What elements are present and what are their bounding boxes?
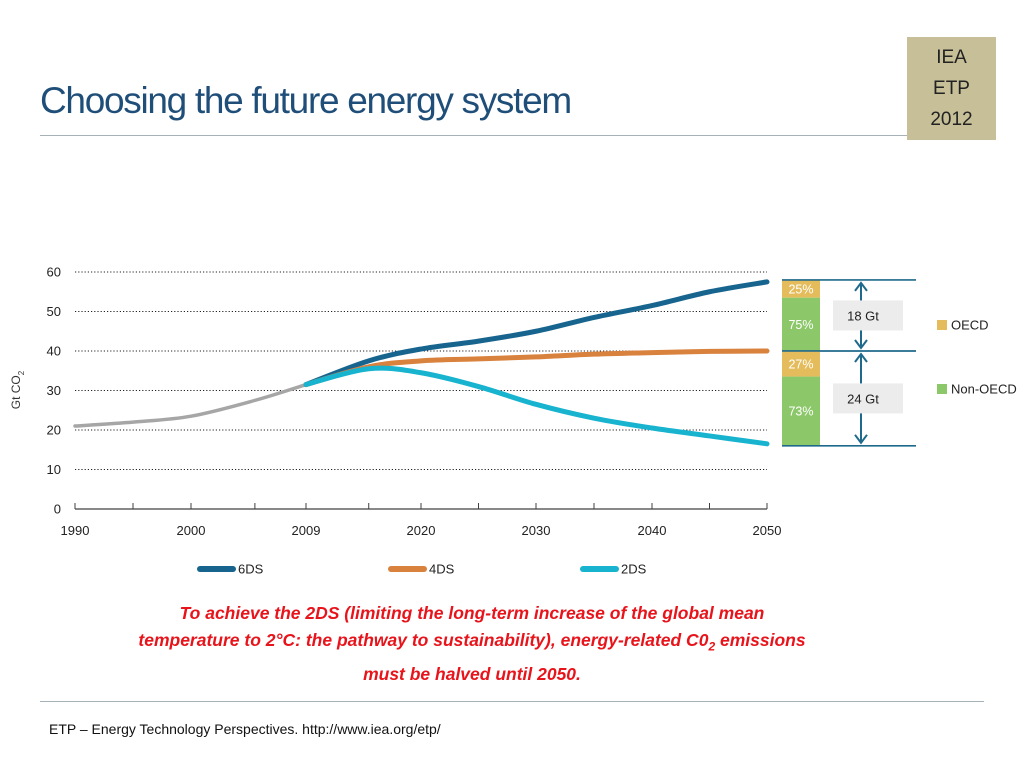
range-arrow-up-1 [854, 281, 868, 292]
y-tick-label-0: 0 [54, 502, 61, 517]
iea-etp-badge: IEA ETP 2012 [907, 37, 996, 140]
caption-line-2b: emissions [715, 630, 806, 650]
title-divider [40, 135, 908, 136]
oecd-share-bar-2 [782, 351, 820, 377]
range-arrow-down-2 [854, 434, 868, 445]
y-axis-label-main: Gt CO [9, 375, 23, 409]
footer-divider [40, 701, 984, 702]
legend-label-oecd: OECD [951, 318, 989, 333]
caption-line-1: To achieve the 2DS (limiting the long-te… [179, 603, 765, 623]
y-tick-label-40: 40 [47, 344, 61, 359]
series-line-2ds [303, 365, 770, 447]
caption-line-3: must be halved until 2050. [363, 663, 581, 684]
oecd-share-bar-1 [782, 279, 820, 298]
footer-source: ETP – Energy Technology Perspectives. ht… [49, 721, 441, 737]
gap-label-box-2 [833, 383, 903, 414]
y-tick-label-30: 30 [47, 383, 61, 398]
y-tick-label-10: 10 [47, 462, 61, 477]
legend-label-6ds: 6DS [238, 562, 264, 577]
x-tick-label-2030: 2030 [522, 523, 551, 538]
gap-label-1: 18 Gt [847, 308, 879, 323]
badge-line-report: ETP [933, 78, 970, 99]
series-line-historical [73, 382, 308, 428]
x-tick-label-2009: 2009 [292, 523, 321, 538]
oecd-share-label-2: 27% [788, 357, 813, 371]
legend-label-2ds: 2DS [621, 562, 647, 577]
series-line-4ds [303, 348, 770, 388]
legend-label-non-oecd: Non-OECD [951, 382, 1017, 397]
range-arrow-up-2 [854, 352, 868, 363]
slide-title: Choosing the future energy system [40, 80, 572, 121]
y-tick-label-60: 60 [47, 265, 61, 280]
range-arrow-down-1 [854, 339, 868, 350]
non-oecd-share-bar-1 [782, 297, 820, 351]
y-tick-label-20: 20 [47, 423, 61, 438]
non-oecd-share-bar-2 [782, 376, 820, 446]
legend-label-4ds: 4DS [429, 562, 455, 577]
gap-label-box-1 [833, 300, 903, 331]
caption-line-2a: temperature to 2°C: the pathway to susta… [138, 630, 709, 650]
badge-line-org: IEA [936, 47, 967, 68]
x-tick-label-2050: 2050 [753, 523, 782, 538]
x-tick-label-2020: 2020 [407, 523, 436, 538]
badge-line-year: 2012 [930, 109, 973, 130]
non-oecd-share-label-1: 75% [788, 318, 813, 332]
conclusion-caption: To achieve the 2DS (limiting the long-te… [72, 600, 872, 688]
gap-label-2: 24 Gt [847, 391, 879, 406]
x-tick-label-2040: 2040 [638, 523, 667, 538]
legend-swatch-oecd [937, 320, 947, 330]
caption-subscript: 2 [708, 639, 716, 654]
y-tick-label-50: 50 [47, 304, 61, 319]
y-axis-label: Gt CO2 [9, 370, 26, 409]
series-line-6ds [303, 279, 770, 388]
x-tick-label-2000: 2000 [177, 523, 206, 538]
x-tick-label-1990: 1990 [61, 523, 90, 538]
y-axis-label-subscript: 2 [17, 370, 26, 375]
oecd-share-label-1: 25% [788, 282, 813, 296]
legend-swatch-non-oecd [937, 384, 947, 394]
non-oecd-share-label-2: 73% [788, 405, 813, 419]
